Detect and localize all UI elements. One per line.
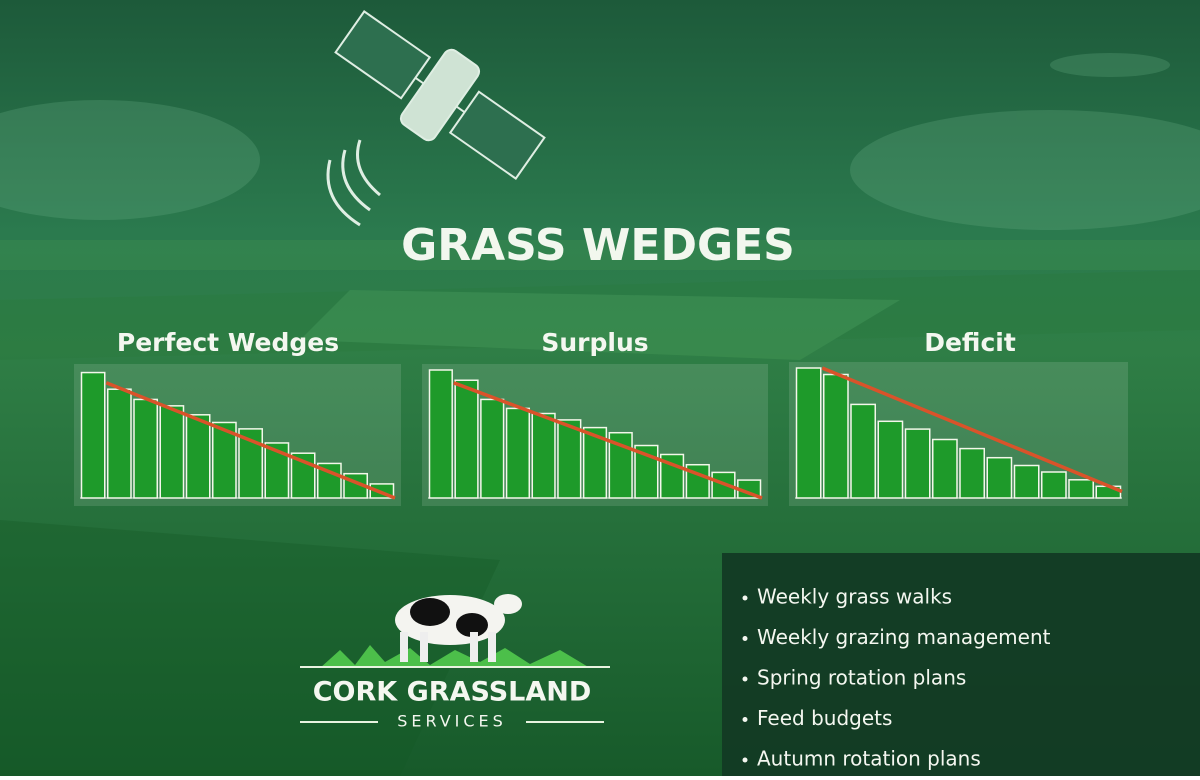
bullet	[742, 595, 748, 601]
bar	[428, 369, 453, 499]
services-panel	[722, 553, 1200, 776]
service-item: Autumn rotation plans	[757, 747, 981, 771]
service-item: Weekly grass walks	[757, 585, 952, 609]
chart-title: Deficit	[924, 328, 1016, 357]
logo-tagline: SERVICES	[397, 712, 507, 731]
bar	[877, 420, 904, 499]
chart-title: Surplus	[541, 328, 648, 357]
bar	[904, 428, 931, 499]
bar	[107, 388, 132, 499]
service-item: Spring rotation plans	[757, 666, 966, 690]
bar	[1041, 471, 1067, 499]
bar	[454, 379, 479, 499]
bar	[317, 462, 342, 499]
bar	[80, 371, 106, 499]
service-item: Weekly grazing management	[757, 625, 1051, 649]
bullet	[742, 757, 748, 763]
bar	[159, 405, 185, 499]
bar	[212, 421, 237, 499]
bar	[133, 398, 158, 499]
fields	[0, 240, 1200, 776]
signal	[326, 139, 381, 227]
target-line	[821, 366, 1123, 494]
bar	[238, 428, 263, 499]
bar	[823, 373, 849, 499]
bar	[185, 414, 211, 499]
bar	[1013, 464, 1040, 499]
satellite	[334, 10, 546, 180]
bullet	[742, 636, 748, 641]
logo-name: CORK GRASSLAND	[313, 677, 592, 708]
clouds	[0, 53, 1200, 230]
bullet	[742, 717, 748, 722]
target-line	[453, 381, 763, 500]
bar	[986, 456, 1013, 499]
bar	[557, 419, 582, 499]
main-title: GRASS WEDGES	[401, 220, 795, 271]
bar	[505, 407, 531, 499]
bar	[959, 447, 985, 499]
bullet	[742, 676, 748, 682]
bar	[1068, 479, 1094, 499]
bar	[480, 398, 505, 499]
chart-title: Perfect Wedges	[117, 328, 339, 357]
bar	[264, 442, 290, 499]
bar	[582, 426, 608, 499]
bar	[531, 412, 556, 499]
bar	[932, 438, 958, 499]
bar	[795, 367, 822, 499]
target-line	[105, 381, 396, 500]
logo	[300, 594, 610, 723]
service-item: Feed budgets	[757, 706, 892, 730]
bar	[850, 403, 876, 499]
